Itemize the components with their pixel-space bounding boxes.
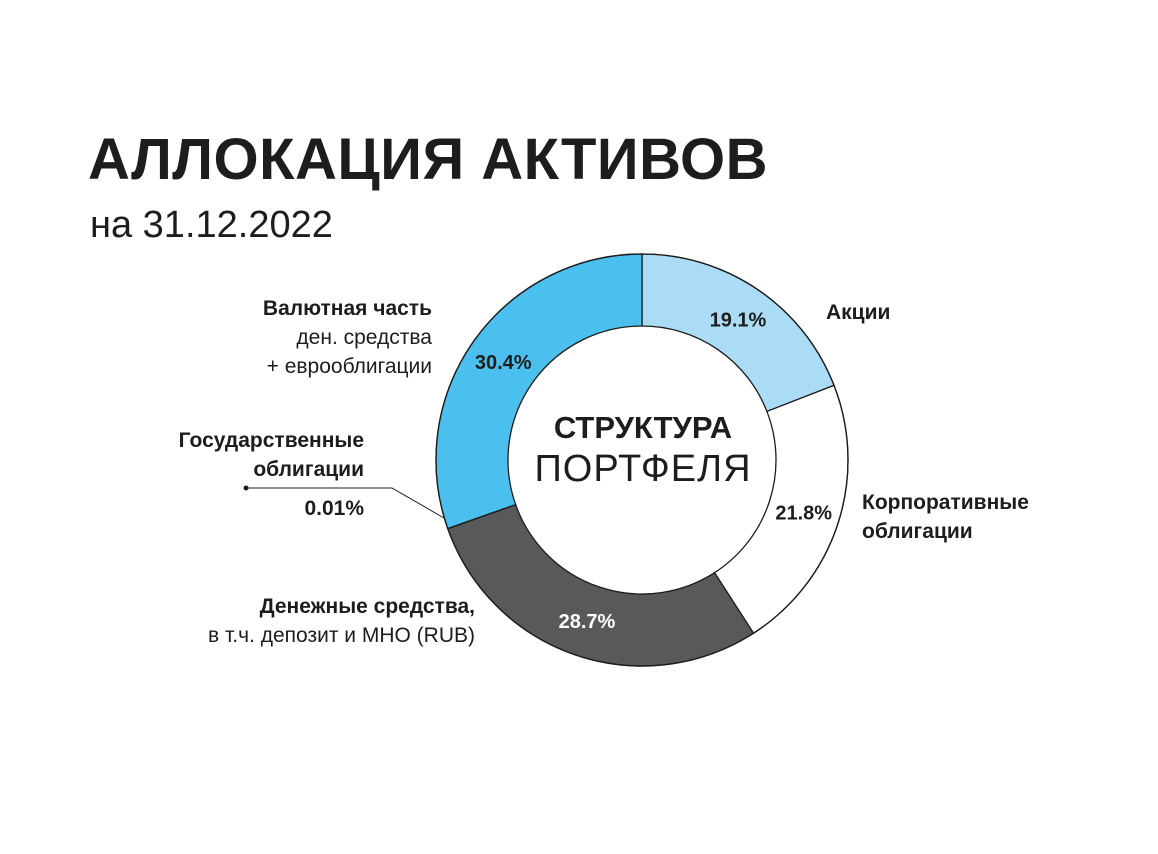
legend-label-cash-rub-line2: в т.ч. депозит и МНО (RUB) bbox=[207, 624, 475, 647]
center-title-line1: СТРУКТУРА bbox=[554, 410, 732, 445]
legend-label-akcii-line1: Акции bbox=[826, 301, 891, 324]
legend-label-fx: Валютная часть ден. средства + еврооблиг… bbox=[263, 294, 432, 381]
legend-label-fx-line2: ден. средства bbox=[296, 326, 432, 349]
page-title: АЛЛОКАЦИЯ АКТИВОВ bbox=[88, 127, 769, 192]
slice-label-akcii: 19.1% bbox=[710, 310, 767, 332]
legend-label-akcii: Акции bbox=[826, 298, 890, 327]
slice-label-cash_rub: 28.7% bbox=[559, 611, 616, 633]
page-subtitle: на 31.12.2022 bbox=[90, 204, 333, 246]
legend-label-cash-rub-line1: Денежные средства, bbox=[259, 595, 475, 618]
gov-bonds-leader-line bbox=[243, 485, 445, 519]
legend-label-fx-line1: Валютная часть bbox=[262, 297, 432, 320]
legend-label-corp-bonds: Корпоративные облигации bbox=[862, 488, 1029, 546]
legend-label-fx-line3: + еврооблигации bbox=[266, 355, 432, 378]
slice-label-fx: 30.4% bbox=[475, 352, 532, 374]
legend-label-corp-bonds-line2: облигации bbox=[862, 520, 973, 543]
legend-label-gov-bonds-value: 0.01% bbox=[304, 497, 364, 520]
donut-slice-labels: 19.1% 21.8% 28.7% 30.4% bbox=[475, 310, 832, 633]
gov-bonds-leader-path bbox=[246, 487, 445, 519]
legend-label-gov-bonds-line2: облигации bbox=[253, 458, 364, 481]
slice-cash_rub bbox=[446, 503, 755, 667]
legend-label-cash-rub: Денежные средства, в т.ч. депозит и МНО … bbox=[208, 592, 475, 650]
donut-outer-ring bbox=[435, 253, 849, 667]
legend-label-gov-bonds: Государственные облигации 0.01% bbox=[179, 426, 364, 523]
legend-label-gov-bonds-line1: Государственные bbox=[178, 429, 364, 452]
donut-slices bbox=[435, 253, 849, 667]
legend-label-corp-bonds-line1: Корпоративные bbox=[862, 491, 1029, 514]
slice-label-corp: 21.8% bbox=[775, 503, 832, 525]
center-title-line2: ПОРТФЕЛЯ bbox=[534, 448, 751, 490]
